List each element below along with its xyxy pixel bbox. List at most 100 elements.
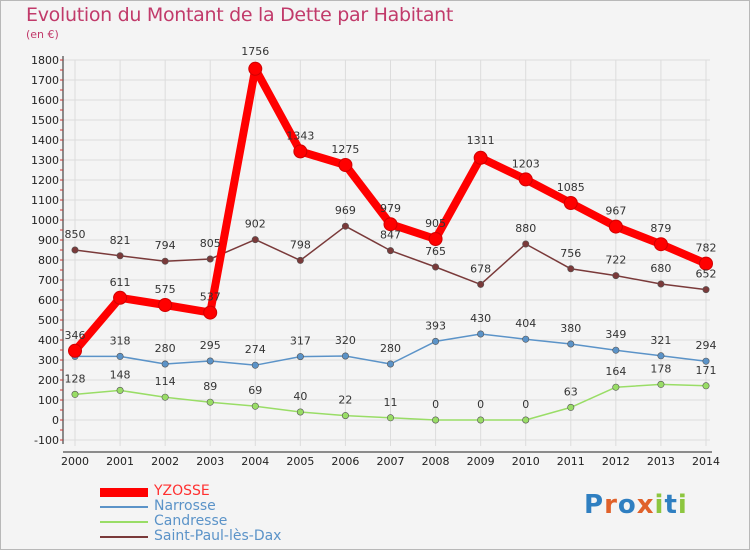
data-point [113, 290, 128, 305]
data-label: 967 [605, 205, 626, 218]
data-label: 318 [110, 334, 131, 347]
data-point [293, 144, 308, 159]
data-point [657, 352, 665, 360]
x-tick-label: 2004 [241, 455, 269, 468]
data-point [386, 247, 394, 255]
data-label: 850 [65, 228, 86, 241]
data-label: 652 [696, 268, 717, 281]
x-tick-label: 2006 [331, 455, 359, 468]
data-label: 1756 [241, 45, 269, 58]
legend-swatch [100, 487, 148, 497]
data-point [702, 286, 710, 294]
data-label: 295 [200, 339, 221, 352]
data-point [206, 398, 214, 406]
data-point [341, 412, 349, 420]
y-tick-label: 1000 [31, 214, 59, 227]
data-point [518, 172, 533, 187]
y-tick-label: 100 [38, 394, 59, 407]
data-point [203, 305, 218, 320]
y-tick-label: 1700 [31, 74, 59, 87]
y-tick-label: 1200 [31, 174, 59, 187]
data-point [608, 219, 623, 234]
data-point [161, 257, 169, 265]
data-label: 40 [293, 390, 307, 403]
data-label: 0 [522, 398, 529, 411]
data-point [522, 335, 530, 343]
data-point [248, 61, 263, 76]
x-tick-label: 2013 [647, 455, 675, 468]
data-label: 798 [290, 238, 311, 251]
data-label: 969 [335, 204, 356, 217]
legend-label: Saint-Paul-lès-Dax [154, 528, 282, 544]
data-label: 1343 [286, 129, 314, 142]
x-tick-label: 2014 [692, 455, 720, 468]
data-label: 722 [605, 254, 626, 267]
y-tick-label: 800 [38, 254, 59, 267]
data-point [296, 353, 304, 361]
y-tick-label: 700 [38, 274, 59, 287]
data-label: 902 [245, 218, 266, 231]
data-point [477, 280, 485, 288]
data-point [341, 352, 349, 360]
data-label: 765 [425, 245, 446, 258]
data-label: 756 [560, 247, 581, 260]
data-point [71, 390, 79, 398]
data-point [567, 340, 575, 348]
data-point [477, 330, 485, 338]
data-label: 380 [560, 322, 581, 335]
data-point [158, 298, 173, 312]
data-label: 805 [200, 237, 221, 250]
data-label: 1085 [557, 181, 585, 194]
logo-letter: i [677, 490, 688, 520]
data-label: 128 [65, 372, 86, 385]
data-label: 321 [650, 334, 671, 347]
data-label: 847 [380, 229, 401, 242]
data-label: 1275 [331, 143, 359, 156]
y-tick-label: 1500 [31, 114, 59, 127]
data-point [251, 361, 259, 369]
data-point [477, 416, 485, 424]
data-point [432, 416, 440, 424]
x-tick-label: 2009 [467, 455, 495, 468]
x-tick-label: 2012 [602, 455, 630, 468]
data-point [563, 196, 578, 210]
data-label: 979 [380, 202, 401, 215]
x-tick-label: 2011 [557, 455, 585, 468]
legend-label: YZOSSE [154, 483, 210, 499]
data-point [116, 352, 124, 360]
logo-letter: i [654, 490, 665, 520]
data-point [567, 403, 575, 411]
data-point [206, 255, 214, 263]
data-point [251, 402, 259, 410]
data-label: 320 [335, 334, 356, 347]
data-point [161, 393, 169, 401]
data-label: 164 [605, 365, 626, 378]
chart-title: Evolution du Montant de la Dette par Hab… [26, 4, 454, 26]
data-point [68, 343, 82, 358]
y-tick-label: 0 [52, 414, 59, 427]
data-point [383, 217, 398, 232]
data-point [341, 222, 349, 230]
y-tick-label: 600 [38, 294, 59, 307]
data-label: 114 [155, 375, 176, 388]
y-tick-label: 1800 [31, 54, 59, 67]
data-label: 678 [470, 262, 491, 275]
y-tick-label: 500 [38, 314, 59, 327]
chart-unit-subtitle: (en €) [26, 28, 59, 41]
data-point [116, 252, 124, 260]
data-label: 1311 [467, 134, 495, 147]
data-label: 63 [564, 385, 578, 398]
data-label: 346 [65, 329, 86, 342]
data-label: 905 [425, 217, 446, 230]
data-label: 148 [110, 368, 131, 381]
data-label: 794 [155, 239, 176, 252]
data-point [702, 357, 710, 365]
y-tick-label: 200 [38, 374, 59, 387]
data-label: 294 [696, 339, 717, 352]
data-point [296, 408, 304, 416]
data-label: 537 [200, 291, 221, 304]
proxiti-logo: Proxiti [584, 490, 688, 520]
data-label: 680 [650, 262, 671, 275]
data-point [657, 380, 665, 388]
